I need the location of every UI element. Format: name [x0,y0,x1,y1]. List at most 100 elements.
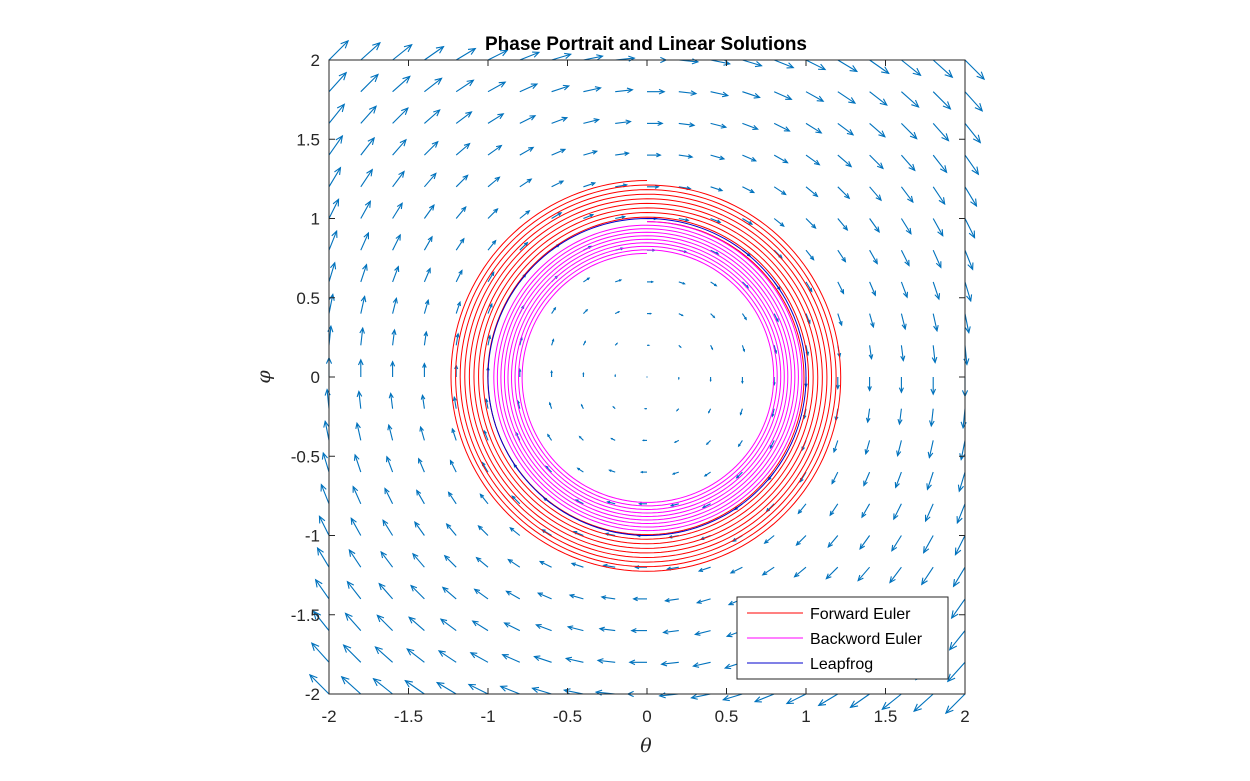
vector-arrow [647,280,655,284]
vector-arrow [898,377,904,394]
vector-arrow [423,235,433,251]
vector-arrow [739,408,743,416]
vector-arrow [350,517,362,536]
x-tick-label: -1 [480,707,495,726]
vector-arrow [392,138,407,156]
vector-arrow [675,408,680,412]
vector-arrow [346,580,362,600]
vector-arrow [357,358,364,377]
vector-arrow [612,405,616,410]
vector-arrow [583,86,602,93]
vector-arrow [647,120,664,126]
vector-arrow [869,122,886,138]
vector-arrow [901,123,918,140]
vector-arrow [805,154,821,166]
vector-arrow [628,659,647,666]
vector-arrow [328,39,350,61]
vector-arrow [348,548,362,568]
vector-arrow [913,693,934,713]
y-tick-label: 1 [311,210,320,229]
vector-arrow [932,154,948,174]
vector-arrow [487,144,503,156]
vector-arrow [920,566,934,586]
vector-arrow [570,562,584,568]
vector-arrow [710,281,718,287]
vector-arrow [705,440,711,446]
vector-arrow [608,469,616,473]
vector-arrow [956,503,966,525]
vector-arrow [404,679,425,695]
vector-arrow [837,186,851,200]
vector-arrow [695,598,711,604]
vector-arrow [900,218,912,235]
vector-arrow [360,136,376,156]
vector-arrow [423,330,429,346]
vector-arrow [647,344,651,347]
vector-arrow [419,425,425,441]
vector-arrow [422,362,427,377]
vector-arrow [646,376,648,378]
vector-arrow [922,535,934,554]
vector-arrow [932,313,939,333]
vector-arrow [896,440,902,457]
vector-arrow [551,180,565,188]
vector-arrow [583,150,599,156]
vector-arrow [414,521,425,536]
vector-arrow [380,550,394,568]
vector-arrow [455,142,471,156]
series-line-leapfrog [487,218,807,537]
vector-arrow [551,148,567,156]
vector-arrow [391,328,397,346]
legend-entry: Leapfrog [747,656,873,673]
vector-arrow [930,377,937,396]
vector-arrow [328,134,344,156]
x-tick-label: 0.5 [715,707,739,726]
vector-arrow [382,519,394,536]
vector-arrow [455,174,469,188]
vector-arrow [837,154,853,168]
vector-arrow [932,91,952,110]
vector-arrow [864,440,871,456]
vector-arrow [487,113,505,124]
vector-arrow [931,345,938,364]
vector-arrow [467,683,489,695]
vector-arrow [761,566,775,576]
vector-arrow [932,218,944,237]
vector-arrow [701,503,711,509]
vector-arrow [360,231,370,251]
vector-arrow [927,440,934,459]
vector-arrow [817,693,839,707]
vector-arrow [932,281,941,301]
solution-curves [450,179,842,572]
vector-arrow [551,306,557,314]
vector-arrow [773,154,789,164]
vector-arrow [869,154,884,170]
vector-arrow [753,693,775,703]
vector-arrow [869,313,875,329]
vector-arrow [387,423,394,441]
vector-arrow [946,661,966,683]
vector-arrow [869,186,882,202]
vector-arrow [340,675,362,695]
vector-arrow [320,483,330,505]
vector-arrow [499,685,521,695]
y-tick-label: -0.5 [291,447,320,466]
series-line-backword-euler [493,221,803,532]
vector-arrow [662,629,679,635]
vector-arrow [837,313,843,327]
vector-arrow [310,642,330,663]
vector-arrow [505,590,521,600]
legend-label: Leapfrog [810,656,873,673]
y-tick-label: 1.5 [296,130,320,149]
vector-arrow [901,91,920,108]
vector-arrow [424,77,443,93]
vector-arrow [384,487,394,505]
vector-arrow [614,373,616,377]
vector-arrow [709,377,712,383]
vector-arrow [721,693,743,702]
vector-arrow [477,524,489,536]
vector-arrow [932,59,954,79]
vector-arrow [797,503,807,515]
vector-arrow [372,677,393,695]
vector-arrow [519,115,537,124]
